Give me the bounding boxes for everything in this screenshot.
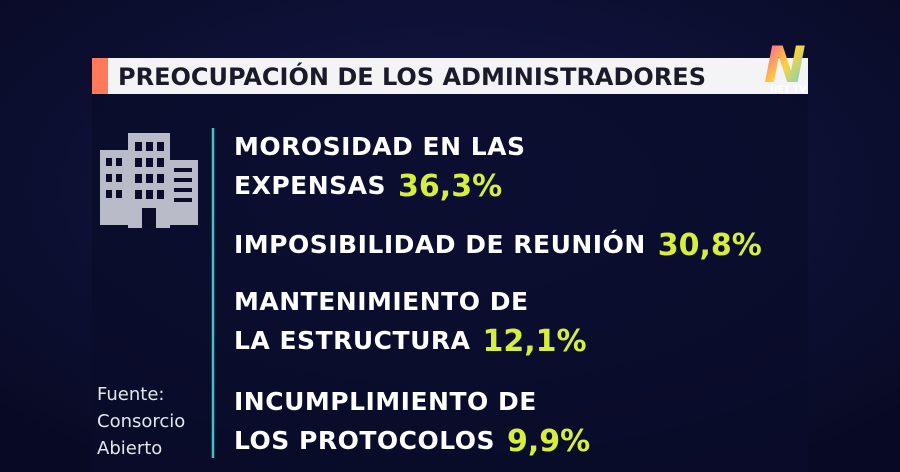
logo-sub: NET TV bbox=[770, 85, 806, 95]
item-label: EXPENSAS bbox=[234, 171, 386, 200]
item-label: IMPOSIBILIDAD DE REUNIÓN bbox=[234, 229, 646, 259]
source: Fuente: bbox=[97, 384, 164, 405]
item-value: 9,9% bbox=[507, 424, 590, 459]
item-label: LA ESTRUCTURA bbox=[234, 326, 471, 355]
title-bar bbox=[92, 58, 808, 94]
title: PREOCUPACIÓN DE LOS ADMINISTRADORES bbox=[118, 61, 706, 91]
item-value: 30,8% bbox=[658, 228, 762, 263]
logo-letter: N bbox=[764, 36, 806, 94]
item-label: LOS PROTOCOLOS bbox=[234, 426, 495, 455]
source: Abierto bbox=[97, 438, 162, 459]
title-accent bbox=[92, 58, 108, 94]
item-value: 36,3% bbox=[398, 169, 502, 204]
panel bbox=[92, 94, 808, 472]
item-label: MANTENIMIENTO DE bbox=[234, 287, 529, 316]
logo: N NET TV bbox=[764, 36, 806, 95]
item-value: 12,1% bbox=[482, 324, 586, 359]
item-label: INCUMPLIMIENTO DE bbox=[234, 387, 537, 416]
item-label: MOROSIDAD EN LAS bbox=[234, 132, 525, 161]
building-icon bbox=[100, 133, 198, 228]
source: Consorcio bbox=[97, 411, 185, 432]
